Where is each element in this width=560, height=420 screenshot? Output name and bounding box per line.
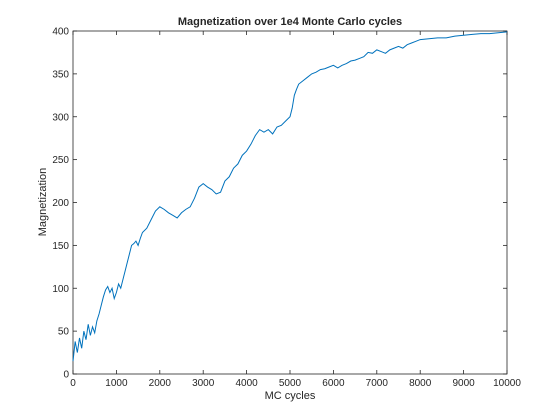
y-tick-label: 350 <box>52 69 69 80</box>
y-axis-ticks: 0 50 100 150 200 250 300 350 400 <box>52 27 507 381</box>
y-tick-label: 50 <box>58 327 70 338</box>
x-tick-label: 10000 <box>493 378 521 389</box>
series-line <box>72 31 508 362</box>
x-tick-label: 6000 <box>322 378 345 389</box>
x-axis-label: MC cycles <box>265 390 316 402</box>
x-tick-label: 8000 <box>409 378 432 389</box>
y-tick-label: 0 <box>63 370 69 381</box>
chart-title: Magnetization over 1e4 Monte Carlo cycle… <box>178 16 402 28</box>
x-tick-label: 1000 <box>105 378 128 389</box>
x-tick-label: 5000 <box>279 378 302 389</box>
y-tick-label: 100 <box>52 284 69 295</box>
y-tick-label: 150 <box>52 241 69 252</box>
x-tick-label: 3000 <box>192 378 215 389</box>
x-tick-label: 0 <box>70 378 76 389</box>
x-axis-ticks: 0 1000 2000 3000 4000 5000 6000 7000 8000 9000 100… <box>70 31 521 389</box>
plot-area <box>72 30 508 375</box>
x-tick-label: 2000 <box>149 378 172 389</box>
x-tick-label: 4000 <box>235 378 258 389</box>
x-tick-label: 9000 <box>452 378 475 389</box>
y-tick-label: 400 <box>52 27 69 38</box>
y-tick-label: 250 <box>52 155 69 166</box>
y-axis-label: Magnetization <box>37 168 49 237</box>
y-tick-label: 300 <box>52 112 69 123</box>
y-tick-label: 200 <box>52 198 69 209</box>
x-tick-label: 7000 <box>366 378 389 389</box>
